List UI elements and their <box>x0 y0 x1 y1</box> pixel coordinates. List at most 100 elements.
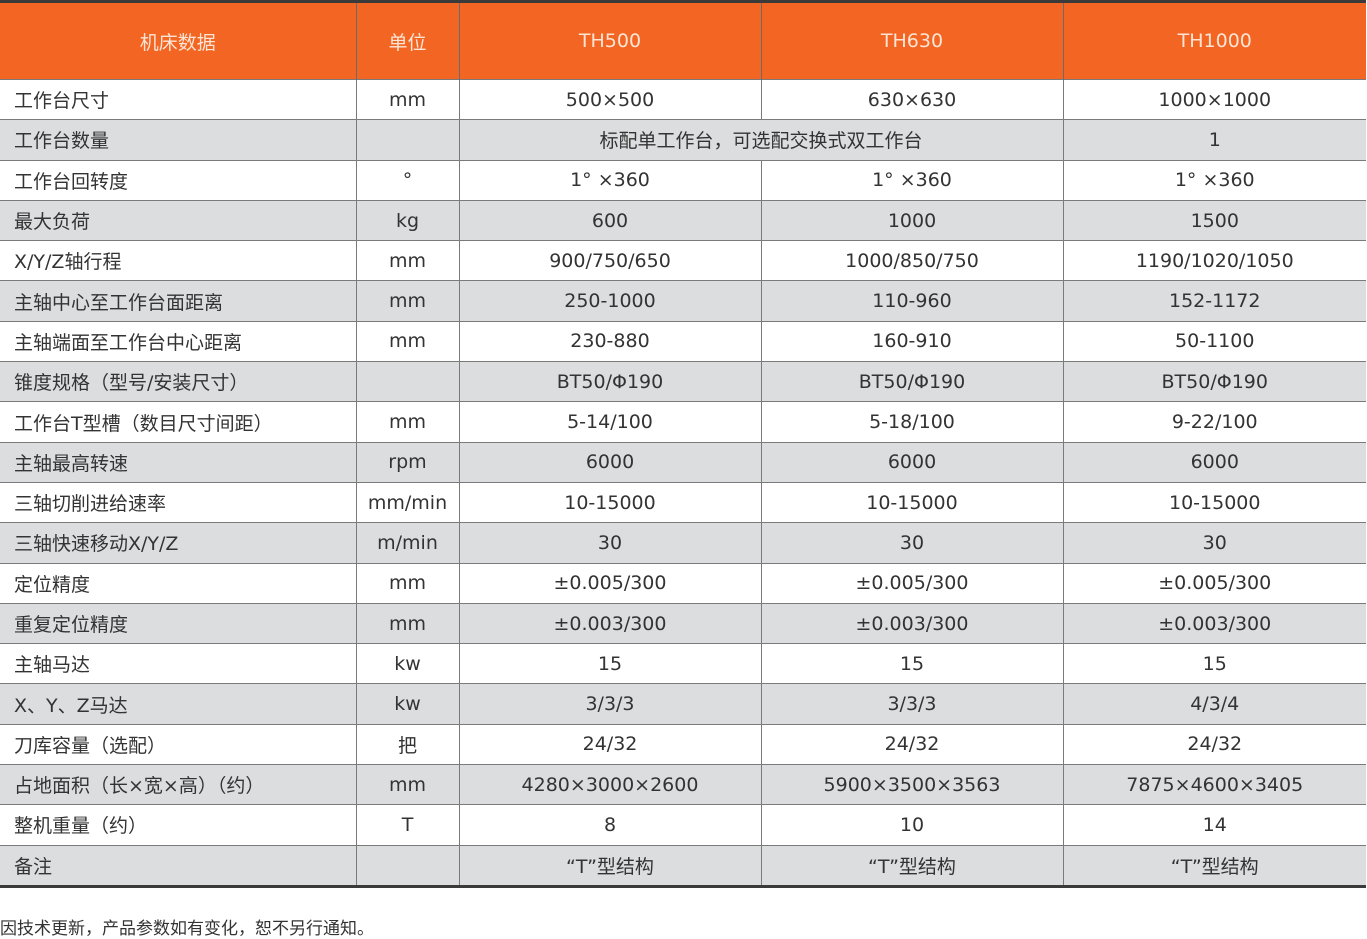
table-cell: 1° ×360 <box>760 159 1063 201</box>
table-cell: 1000 <box>760 199 1063 241</box>
row-label: 主轴马达 <box>0 643 356 684</box>
table-cell: 6000 <box>760 441 1063 483</box>
table-cell: BT50/Φ190 <box>1062 361 1366 402</box>
table-cell: 1° ×360 <box>1062 159 1366 201</box>
table-row: 刀库容量（选配）把 24/32 24/32 24/32 <box>0 723 1366 765</box>
table-row: 重复定位精度 mm ±0.003/300 ±0.003/300 ±0.003/300 <box>0 602 1366 644</box>
row-label: X/Y/Z轴行程 <box>0 240 356 281</box>
table-cell: 1500 <box>1062 199 1366 241</box>
table-cell: 1000×1000 <box>1062 78 1366 120</box>
table-cell: 152-1172 <box>1062 280 1366 322</box>
table-row: 主轴马达 kw 15 15 15 <box>0 643 1366 684</box>
table-cell <box>355 119 459 161</box>
column-header: TH1000 <box>1062 1 1366 80</box>
table-row: 主轴中心至工作台面距离 mm 250-1000 110-960 152-1172 <box>0 280 1366 322</box>
column-header: TH630 <box>760 1 1063 80</box>
table-row: 工作台回转度 ° 1° ×360 1° ×360 1° ×360 <box>0 159 1366 201</box>
table-cell: kw <box>355 683 459 725</box>
row-label: 刀库容量（选配） <box>0 723 356 765</box>
table-cell: 6000 <box>1062 441 1366 483</box>
table-cell: 30 <box>760 522 1063 564</box>
table-row: 占地面积（长×宽×高）（约） mm 4280×3000×2600 5900×3500×… <box>0 764 1366 805</box>
column-header: TH500 <box>458 1 761 80</box>
table-row: 主轴端面至工作台中心距离 mm 230-880 160-910 50-1100 <box>0 320 1366 362</box>
row-label: X、Y、Z马达 <box>0 683 356 725</box>
table-cell: mm/min <box>355 481 459 523</box>
table-cell: T <box>355 804 459 846</box>
row-label: 主轴中心至工作台面距离 <box>0 280 356 322</box>
table-cell: BT50/Φ190 <box>760 361 1063 402</box>
table-cell: 3/3/3 <box>760 683 1063 725</box>
row-label: 备注 <box>0 844 356 887</box>
header-row: 机床数据 单位 TH500 TH630 TH1000 <box>0 1 1366 80</box>
table-row: 备注 “T”型结构 “T”型结构 “T”型结构 <box>0 844 1366 887</box>
table-cell: kg <box>355 199 459 241</box>
table-cell: 14 <box>1062 804 1366 846</box>
column-header: 机床数据 <box>0 1 356 80</box>
table-cell: 3/3/3 <box>458 683 761 725</box>
table-cell: 15 <box>1062 643 1366 684</box>
table-cell: “T”型结构 <box>760 844 1063 887</box>
row-label: 主轴端面至工作台中心距离 <box>0 320 356 362</box>
table-cell: “T”型结构 <box>458 844 761 887</box>
table-cell: mm <box>355 240 459 281</box>
row-label: 锥度规格（型号/安装尺寸） <box>0 361 356 402</box>
table-cell: mm <box>355 78 459 120</box>
table-row: 工作台T型槽（数目尺寸间距） mm 5-14/100 5-18/100 9-22/100 <box>0 401 1366 443</box>
table-cell: 15 <box>760 643 1063 684</box>
table-row: 主轴最高转速 rpm 6000 6000 6000 <box>0 441 1366 483</box>
row-label: 工作台数量 <box>0 119 356 161</box>
table-cell: ±0.005/300 <box>458 562 761 604</box>
table-cell: 5900×3500×3563 <box>760 764 1063 805</box>
table-cell: 9-22/100 <box>1062 401 1366 443</box>
table-row: 整机重量（约） T 8 10 14 <box>0 804 1366 846</box>
table-row: 三轴切削进给速率 mm/min 10-15000 10-15000 10-15000 <box>0 481 1366 523</box>
table-cell: 230-880 <box>458 320 761 362</box>
table-cell: 160-910 <box>760 320 1063 362</box>
table-cell: “T”型结构 <box>1062 844 1366 887</box>
table-cell: 1° ×360 <box>458 159 761 201</box>
row-label: 定位精度 <box>0 562 356 604</box>
table-cell: m/min <box>355 522 459 564</box>
table-cell: mm <box>355 602 459 644</box>
table-cell: 10 <box>760 804 1063 846</box>
table-cell: ±0.003/300 <box>1062 602 1366 644</box>
table-cell: 50-1100 <box>1062 320 1366 362</box>
row-label: 工作台尺寸 <box>0 78 356 120</box>
table-cell: mm <box>355 320 459 362</box>
table-cell: 250-1000 <box>458 280 761 322</box>
table-cell: BT50/Φ190 <box>458 361 761 402</box>
table-cell: 1 <box>1062 119 1366 161</box>
table-row: 定位精度 mm ±0.005/300 ±0.005/300 ±0.005/300 <box>0 562 1366 604</box>
table-cell: 600 <box>458 199 761 241</box>
table-cell: 630×630 <box>760 78 1063 120</box>
table-cell: kw <box>355 643 459 684</box>
table-cell: 标配单工作台，可选配交换式双工作台 <box>458 119 1063 161</box>
table-cell: mm <box>355 764 459 805</box>
table-cell: ±0.005/300 <box>1062 562 1366 604</box>
table-cell: rpm <box>355 441 459 483</box>
table-cell: 1000/850/750 <box>760 240 1063 281</box>
table-cell: 10-15000 <box>760 481 1063 523</box>
row-label: 整机重量（约） <box>0 804 356 846</box>
table-cell <box>355 844 459 887</box>
table-cell: 4/3/4 <box>1062 683 1366 725</box>
row-label: 最大负荷 <box>0 199 356 241</box>
row-label: 占地面积（长×宽×高）（约） <box>0 764 356 805</box>
row-label: 三轴切削进给速率 <box>0 481 356 523</box>
table-cell: ±0.005/300 <box>760 562 1063 604</box>
table-row: 最大负荷 kg 600 1000 1500 <box>0 199 1366 241</box>
table-row: 三轴快速移动X/Y/Z m/min 30 30 30 <box>0 522 1366 564</box>
table-row: 锥度规格（型号/安装尺寸） BT50/Φ190 BT50/Φ190 BT50/Φ190 <box>0 361 1366 402</box>
table-cell: 15 <box>458 643 761 684</box>
table-cell: mm <box>355 401 459 443</box>
table-cell: 4280×3000×2600 <box>458 764 761 805</box>
row-label: 工作台T型槽（数目尺寸间距） <box>0 401 356 443</box>
table-cell: 24/32 <box>1062 723 1366 765</box>
footnote: 因技术更新，产品参数如有变化，恕不另行通知。 <box>0 919 374 939</box>
table-cell: mm <box>355 562 459 604</box>
table-cell: 8 <box>458 804 761 846</box>
table-cell: 500×500 <box>458 78 761 120</box>
table-cell: 1190/1020/1050 <box>1062 240 1366 281</box>
row-label: 重复定位精度 <box>0 602 356 644</box>
